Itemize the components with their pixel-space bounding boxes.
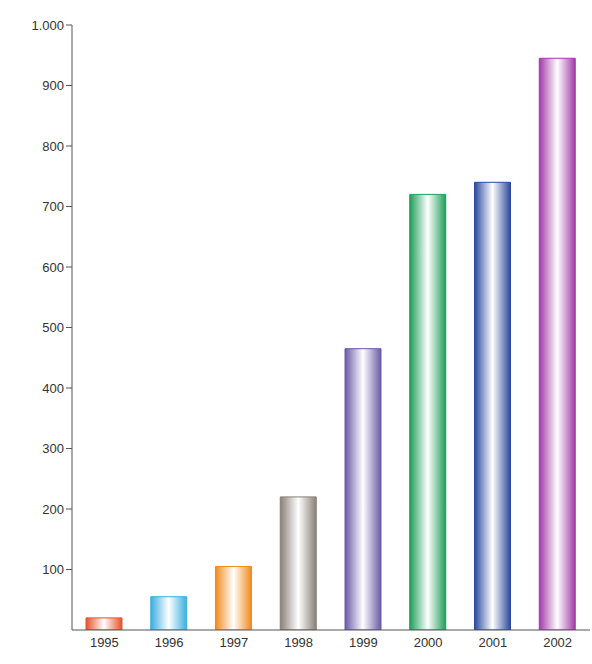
svg-text:2000: 2000 [414,635,443,650]
svg-text:100: 100 [42,562,64,577]
svg-text:900: 900 [42,78,64,93]
svg-text:2001: 2001 [478,635,507,650]
svg-text:1996: 1996 [155,635,184,650]
svg-text:300: 300 [42,441,64,456]
svg-text:1995: 1995 [90,635,119,650]
svg-text:700: 700 [42,199,64,214]
svg-text:1999: 1999 [349,635,378,650]
svg-text:200: 200 [42,502,64,517]
svg-text:400: 400 [42,381,64,396]
svg-text:600: 600 [42,260,64,275]
svg-text:500: 500 [42,320,64,335]
svg-text:1997: 1997 [219,635,248,650]
svg-text:2002: 2002 [543,635,572,650]
svg-text:800: 800 [42,139,64,154]
svg-text:1998: 1998 [284,635,313,650]
svg-text:1.000: 1.000 [31,18,64,33]
